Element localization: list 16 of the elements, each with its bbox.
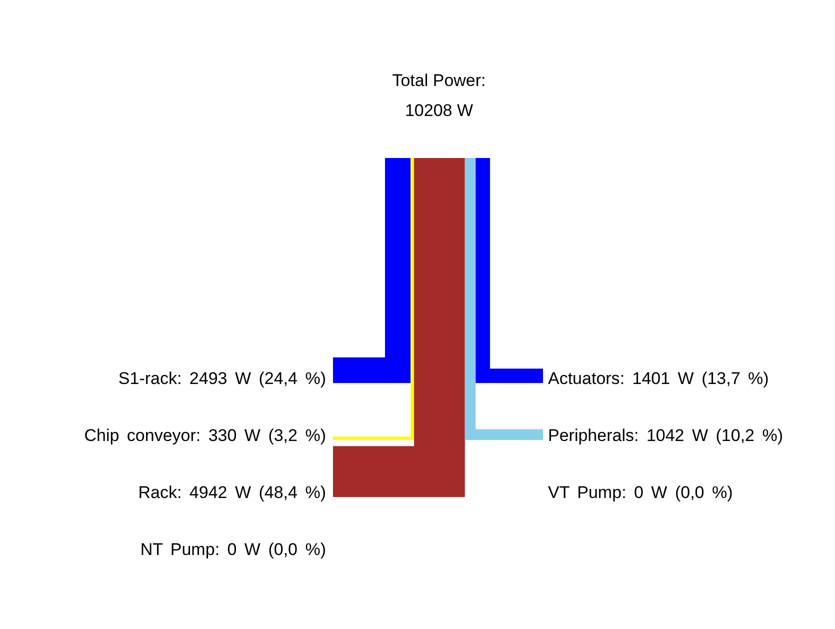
category-label: NT Pump [140,540,215,559]
data-label: : 4942 W (48,4 %) [176,482,326,502]
category-label: Rack [138,482,178,502]
category-label: Actuators [548,368,620,388]
category-label: Chip conveyor [84,426,196,445]
text: Total Power: [392,71,486,90]
category-label: S1-rack [118,368,178,388]
data-label: : 0 W (0,0 %) [622,482,733,502]
data-label: : 1401 W (13,7 %) [620,368,769,388]
data-label: : 2493 W (24,4 %) [176,368,326,388]
text: 10208 W [404,101,474,120]
data-label: : 0 W (0,0 %) [214,540,326,559]
data-label: : 1042 W (10,2 %) [634,426,784,445]
category-label: VT Pump [548,482,622,502]
data-label: : 330 W (3,2 %) [196,426,326,445]
category-label: Peripherals [548,426,634,445]
